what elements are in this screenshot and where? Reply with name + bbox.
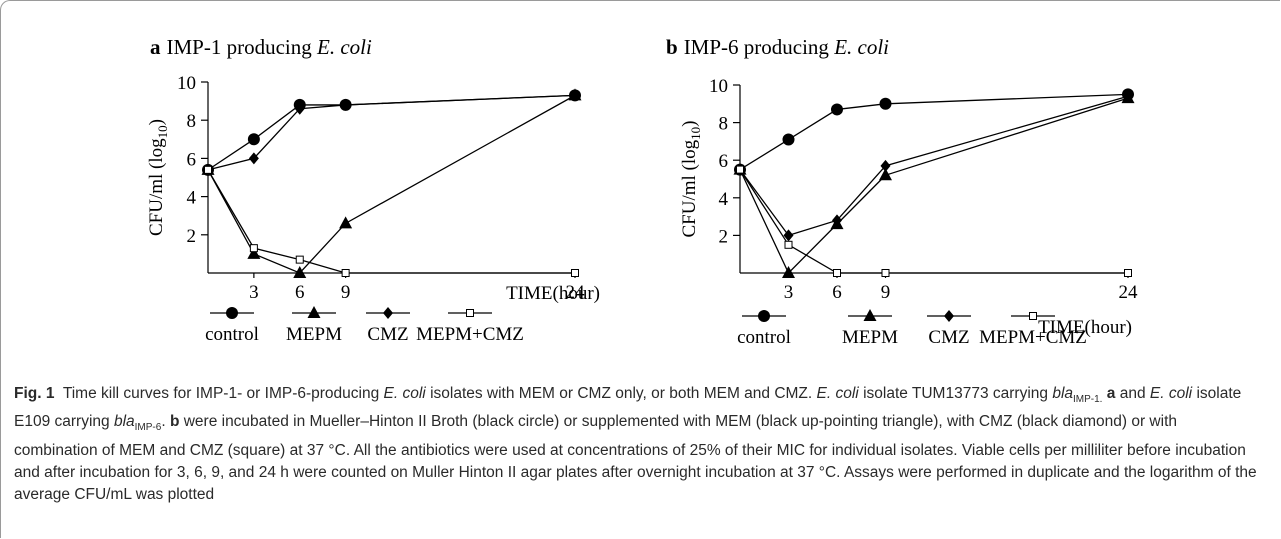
panel-a-y-tick-label: 10 <box>177 73 196 94</box>
panel-b-series-mepm-cmz-point <box>1124 269 1132 277</box>
panel-b-series-mepm-cmz-point <box>736 165 744 174</box>
panel-a-legend-marker <box>226 307 238 319</box>
panel-b-series-cmz-point <box>1123 90 1133 103</box>
panel-b-x-tick-label: 24 <box>1119 282 1139 303</box>
panel-a-series-mepm-cmz-point <box>341 269 350 277</box>
panel-a-legend-label-combo: MEPM+CMZ <box>416 324 524 345</box>
panel-b-legend-label-control: control <box>737 327 791 348</box>
panel-b-x-axis-label: TIME(hour) <box>1038 317 1132 338</box>
panel-a-y-tick-label: 2 <box>187 226 197 247</box>
caption-gene-2: bla <box>113 413 135 431</box>
panel-a-title-text: IMP-1 producing <box>166 35 312 59</box>
panel-b-y-tick-label: 6 <box>719 151 729 172</box>
panel-a-legend-marker <box>307 306 321 318</box>
panel-a-legend-label-control: control <box>205 324 259 345</box>
panel-b-series-control-point <box>831 103 843 116</box>
panel-b-series-control-line <box>739 93 1129 171</box>
panel-b-series-cmz-point <box>880 159 891 172</box>
panel-a-y-tick-label: 6 <box>187 149 197 170</box>
panel-b-legend-marker <box>944 310 954 322</box>
panel-b-y-tick-label: 4 <box>719 189 729 210</box>
panel-a-y-tick-label: 8 <box>187 111 197 132</box>
caption-species-3: E. coli <box>1149 385 1193 402</box>
panel-a-series-mepm-point <box>339 216 353 229</box>
caption-lead: Fig. 1 <box>14 385 55 402</box>
panel-a-series-cmz-point <box>570 89 580 102</box>
panel-b-series-mepm-cmz-point <box>881 269 890 277</box>
caption-species-1: E. coli <box>383 385 426 402</box>
panel-a-series-mepm-point <box>293 266 307 278</box>
panel-a-x-axis-label: TIME(hour) <box>506 283 600 304</box>
panel-b-legend-label-mepm: MEPM <box>842 327 898 348</box>
panel-a-y-tick-label: 4 <box>187 188 197 209</box>
caption-panel-b: b <box>169 413 180 431</box>
caption-s5b: . <box>161 413 166 431</box>
caption-gene-2-sub: IMP-6 <box>134 422 162 434</box>
panel-b-series-cmz-point <box>832 214 842 227</box>
panel-a-legend-label-mepm: MEPM <box>286 324 342 345</box>
caption-s1: Time kill curves for IMP-1- or IMP-6-pro… <box>62 385 380 402</box>
panel-a-series-mepm-cmz-point <box>204 165 212 174</box>
figure-caption: Fig. 1 Time kill curves for IMP-1- or IM… <box>14 383 1264 507</box>
caption-s6: were incubated in Mueller–Hinton II Brot… <box>14 413 1257 504</box>
panel-b-series-mepm-cmz-point <box>833 269 841 277</box>
panel-a-series-mepm-line <box>207 94 576 274</box>
caption-gene-1: bla <box>1052 385 1074 402</box>
panel-b-series-control-point <box>879 97 892 110</box>
panel-b-y-axis-label: CFU/ml (log10) <box>679 121 703 238</box>
caption-s2: isolates with MEM or CMZ only, or both M… <box>430 385 813 402</box>
panel-a-series-cmz-point <box>248 152 259 165</box>
panel-b-series-mepm-point <box>782 266 795 278</box>
panel-a-series-mepm-cmz-point <box>295 255 304 264</box>
caption-s5: isolate E109 carrying <box>14 385 1242 431</box>
panel-b-series-control-point <box>782 133 795 146</box>
panel-a-series-mepm-cmz-point <box>249 244 258 253</box>
panel-b-title-species: E. coli <box>834 35 890 59</box>
panel-a-legend-marker <box>466 309 474 317</box>
panel-a-x-tick-label: 24 <box>566 282 586 303</box>
panel-b-legend-marker <box>863 309 877 321</box>
panel-a-title-species: E. coli <box>317 35 372 59</box>
panel-b-legend-label-cmz: CMZ <box>928 327 969 348</box>
panel-a-x-tick-label: 9 <box>341 282 351 303</box>
panel-a-legend-marker <box>383 307 393 319</box>
caption-panel-a: a <box>1106 385 1116 402</box>
panel-b-series-mepm-line <box>739 97 1129 275</box>
panel-a-series-mepm-point <box>247 246 261 259</box>
caption-species-2: E. coli <box>816 385 859 402</box>
panel-b-legend-label-combo: MEPM+CMZ <box>979 327 1087 348</box>
panel-b-series-mepm-cmz-point <box>784 240 793 249</box>
panel-b-y-tick-label: 2 <box>719 226 729 247</box>
panel-b-legend-marker <box>758 310 770 322</box>
panel-b-series-mepm-cmz-line <box>739 169 1128 274</box>
panel-b-x-tick-label: 6 <box>832 282 842 303</box>
panel-a-legend-label-cmz: CMZ <box>367 324 408 345</box>
panel-b-y-tick-label: 10 <box>709 76 728 97</box>
panel-b-x-tick-label: 3 <box>784 282 794 303</box>
panel-a-series-control-line <box>207 94 576 171</box>
panel-a-series-cmz-point <box>340 98 351 111</box>
panel-a-letter: a <box>150 35 161 59</box>
panel-a-x-tick-label: 3 <box>249 282 259 303</box>
panel-b-title: b IMP-6 producing E. coli <box>666 35 889 60</box>
caption-s4: and <box>1119 385 1146 402</box>
panel-b-y-tick-label: 8 <box>719 114 729 135</box>
panel-a-x-tick-label: 6 <box>295 282 305 303</box>
panel-b-legend-marker <box>1029 312 1037 320</box>
panel-a-y-axis-label: CFU/ml (log10) <box>146 119 170 236</box>
panel-b-letter: b <box>666 35 678 59</box>
caption-gene-1-sub: IMP-1. <box>1073 394 1103 406</box>
panel-a-title: a IMP-1 producing E. coli <box>150 35 372 60</box>
caption-s3: isolate TUM13773 carrying <box>863 385 1049 402</box>
panel-b-title-text: IMP-6 producing <box>683 35 829 59</box>
panel-b-series-cmz-point <box>783 229 794 242</box>
panel-a-series-control-point <box>247 133 260 146</box>
panel-a-series-cmz-point <box>294 102 305 115</box>
panel-a-series-mepm-cmz-point <box>571 269 579 277</box>
panel-b-x-tick-label: 9 <box>881 282 891 303</box>
panel-b-series-mepm-point <box>879 168 892 181</box>
